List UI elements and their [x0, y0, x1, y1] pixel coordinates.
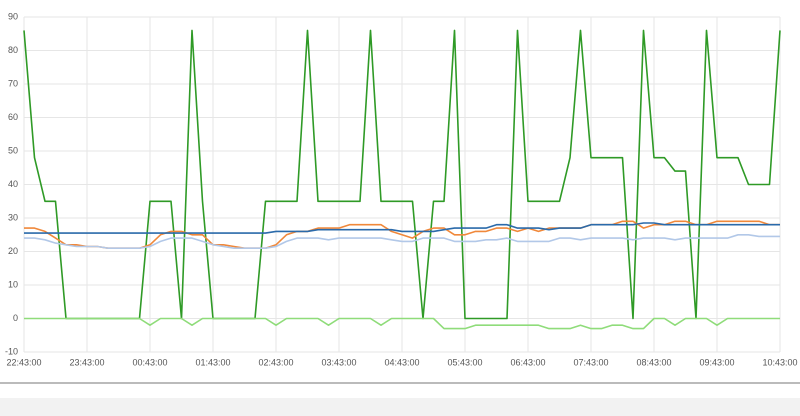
x-tick-label: 07:43:00 — [573, 357, 608, 367]
y-tick-label: 70 — [8, 78, 18, 88]
x-tick-label: 04:43:00 — [384, 357, 419, 367]
y-tick-label: 40 — [8, 179, 18, 189]
series-line — [24, 220, 780, 249]
series-line — [24, 234, 780, 249]
x-tick-label: 02:43:00 — [258, 357, 293, 367]
y-tick-label: 30 — [8, 212, 18, 222]
series-line — [24, 222, 780, 234]
y-tick-label: 90 — [8, 11, 18, 21]
x-tick-label: 00:43:00 — [132, 357, 167, 367]
x-tick-label: 01:43:00 — [195, 357, 230, 367]
footer-bar — [0, 398, 800, 416]
separator — [0, 382, 800, 384]
y-tick-label: 10 — [8, 279, 18, 289]
y-tick-label: 60 — [8, 112, 18, 122]
x-tick-label: 10:43:00 — [762, 357, 797, 367]
y-tick-label: 50 — [8, 145, 18, 155]
x-tick-label: 23:43:00 — [69, 357, 104, 367]
x-tick-label: 06:43:00 — [510, 357, 545, 367]
x-tick-label: 03:43:00 — [321, 357, 356, 367]
y-tick-label: 0 — [13, 313, 18, 323]
series-line — [24, 317, 780, 330]
x-tick-label: 05:43:00 — [447, 357, 482, 367]
x-tick-label: 09:43:00 — [699, 357, 734, 367]
series-line — [23, 29, 781, 320]
x-tick-label: 22:43:00 — [6, 357, 41, 367]
x-tick-label: 08:43:00 — [636, 357, 671, 367]
y-tick-label: 80 — [8, 45, 18, 55]
y-tick-label: 20 — [8, 246, 18, 256]
y-tick-label: -10 — [5, 346, 18, 356]
